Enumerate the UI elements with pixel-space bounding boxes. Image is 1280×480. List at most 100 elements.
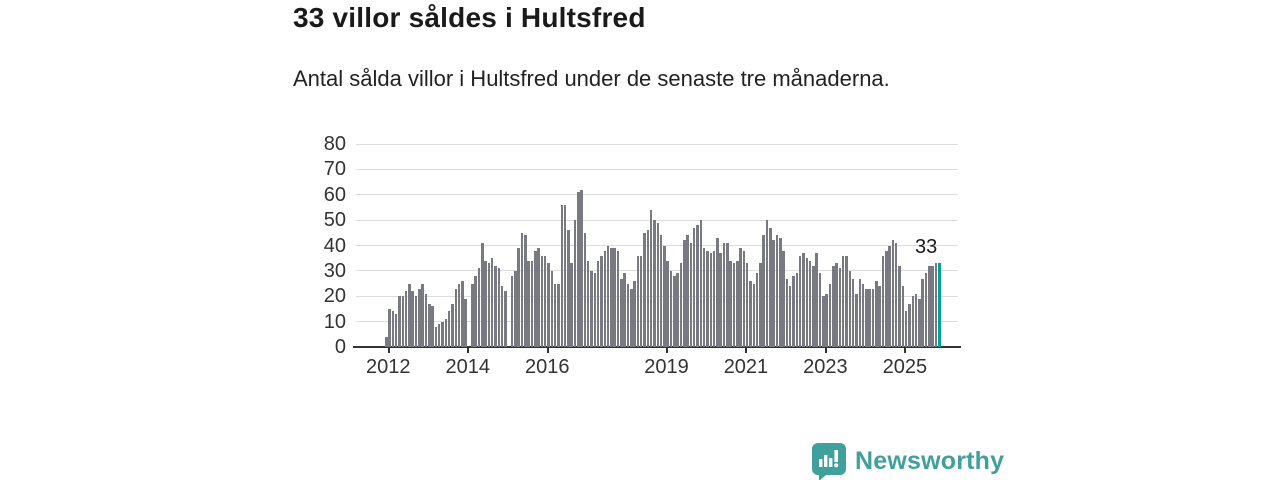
y-axis-tick-label: 50 xyxy=(323,209,346,232)
bar xyxy=(451,303,454,347)
bar xyxy=(487,263,491,347)
bar xyxy=(838,268,842,347)
bar xyxy=(524,235,527,347)
x-axis-tick-mark xyxy=(467,347,470,353)
bar xyxy=(812,265,815,347)
bar xyxy=(788,286,792,347)
bar xyxy=(540,255,544,347)
bar xyxy=(583,232,587,347)
latest-value-label: 33 xyxy=(915,236,938,259)
bar xyxy=(534,250,537,347)
bar xyxy=(649,209,653,347)
bar xyxy=(659,235,663,347)
bar xyxy=(928,265,931,347)
bar xyxy=(914,293,918,347)
bar xyxy=(596,260,600,347)
x-axis-tick-label: 2014 xyxy=(445,356,491,378)
bar xyxy=(484,260,487,347)
bar xyxy=(593,273,597,347)
bar xyxy=(828,283,832,347)
x-axis-tick-mark xyxy=(745,347,748,353)
chart-subtitle: Antal sålda villor i Hultsfred under de … xyxy=(293,66,890,91)
y-axis-tick-label: 40 xyxy=(323,234,346,257)
bar xyxy=(464,298,467,347)
bar xyxy=(855,293,858,347)
newsworthy-branding: Newsworthy xyxy=(812,442,1004,480)
bar xyxy=(656,222,660,347)
bar xyxy=(434,326,438,347)
x-axis-tick-label: 2025 xyxy=(882,356,928,378)
bar xyxy=(573,220,577,347)
bar xyxy=(802,253,805,347)
bar xyxy=(577,192,580,347)
bar xyxy=(901,286,905,347)
bar xyxy=(616,250,620,347)
bar xyxy=(716,237,719,347)
bar xyxy=(878,286,881,347)
bar xyxy=(795,273,799,347)
bar xyxy=(818,273,822,347)
bar xyxy=(875,281,878,347)
bar xyxy=(580,189,583,347)
bar xyxy=(424,293,428,347)
bar xyxy=(815,253,818,347)
chart-title: 33 villor såldes i Hultsfred xyxy=(293,2,646,33)
bar xyxy=(709,253,712,347)
bar xyxy=(428,303,431,347)
x-axis-tick-label: 2019 xyxy=(644,356,689,378)
newsworthy-logo-icon xyxy=(812,443,846,480)
bar xyxy=(401,296,405,347)
bar xyxy=(676,273,679,347)
y-axis-tick-label: 30 xyxy=(323,259,346,282)
bar xyxy=(848,270,852,347)
bar xyxy=(494,265,497,347)
y-axis-tick-label: 10 xyxy=(323,310,346,333)
bar xyxy=(414,296,418,347)
bar xyxy=(808,260,812,347)
bar xyxy=(474,275,477,347)
bar xyxy=(586,260,590,347)
bar xyxy=(779,237,782,347)
bar xyxy=(805,258,809,347)
bar xyxy=(527,260,530,347)
bar xyxy=(537,248,540,347)
y-gridline xyxy=(356,194,958,196)
y-axis-tick-label: 60 xyxy=(323,183,346,206)
bar xyxy=(871,288,875,347)
bar xyxy=(782,250,785,347)
bar xyxy=(530,260,534,347)
bar xyxy=(785,278,789,347)
bar xyxy=(798,255,802,347)
bar xyxy=(706,250,709,347)
bar xyxy=(719,253,722,347)
bar xyxy=(755,273,759,347)
bar xyxy=(623,273,626,347)
bar xyxy=(921,278,924,347)
bar xyxy=(547,263,550,347)
x-axis-tick-label: 2021 xyxy=(723,356,769,378)
bar xyxy=(517,248,520,347)
bar xyxy=(600,255,603,347)
bar xyxy=(881,255,885,347)
x-axis-line xyxy=(353,346,961,348)
bar xyxy=(845,255,848,347)
x-axis-tick-mark xyxy=(387,347,390,353)
bar xyxy=(669,270,673,347)
bar xyxy=(885,250,888,347)
bar xyxy=(868,288,871,347)
bar xyxy=(418,288,421,347)
bar xyxy=(762,235,765,347)
bar xyxy=(620,278,623,347)
bar xyxy=(851,278,855,347)
bar xyxy=(497,268,501,347)
y-axis-tick-label: 20 xyxy=(323,285,346,308)
bar xyxy=(398,296,401,347)
bar xyxy=(630,288,633,347)
bar xyxy=(673,275,676,347)
bar xyxy=(931,265,934,347)
bar xyxy=(686,235,689,347)
bar xyxy=(666,260,669,347)
bar xyxy=(898,265,901,347)
bar xyxy=(722,242,726,347)
bar xyxy=(500,286,504,347)
